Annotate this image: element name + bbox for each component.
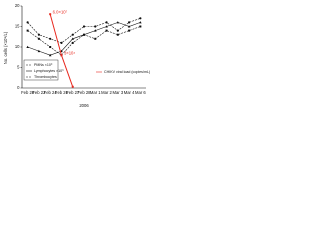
point	[37, 49, 41, 53]
y-axis-label: No. cells (×10⁹/L)	[3, 31, 8, 64]
x-tick-label: Feb 20	[21, 90, 35, 95]
point	[71, 41, 74, 44]
x-note: 2006	[79, 103, 89, 108]
point	[83, 33, 85, 36]
point	[116, 29, 119, 32]
x-tick-label: Feb 24	[44, 90, 58, 95]
point	[127, 21, 131, 24]
point	[71, 85, 74, 88]
point	[116, 21, 120, 24]
x-tick-label: Mar 4	[124, 90, 135, 95]
series-line	[27, 18, 141, 44]
legend-label: Thrombocytes	[34, 75, 57, 79]
point	[48, 53, 52, 57]
point	[49, 37, 52, 40]
point	[37, 37, 40, 40]
point	[49, 13, 52, 16]
point	[139, 25, 142, 28]
point	[116, 33, 119, 36]
x-tick-label: Feb 28	[77, 90, 91, 95]
point	[60, 54, 63, 57]
legend-label: CHIKV viral load (copies/mL)	[104, 70, 150, 74]
series-line	[27, 26, 141, 56]
point	[94, 37, 97, 40]
point	[49, 46, 52, 48]
legend-label: Lymphocytes ×10⁹	[34, 69, 64, 73]
y-tick-label: 20	[15, 3, 20, 8]
point	[60, 41, 63, 45]
point	[26, 29, 29, 32]
annotation: 3×10⁴	[64, 50, 75, 55]
point	[93, 29, 97, 32]
x-tick-label: Feb 27	[66, 90, 80, 95]
point	[37, 33, 41, 36]
point	[82, 25, 86, 28]
point	[105, 21, 108, 24]
x-tick-label: Feb 22	[32, 90, 46, 95]
point	[105, 29, 108, 32]
y-tick-label: 0	[17, 85, 20, 90]
y-tick-label: 5	[17, 65, 20, 70]
point	[128, 29, 131, 32]
point	[26, 21, 29, 24]
x-tick-label: Feb 26	[55, 90, 69, 95]
point	[105, 25, 108, 28]
x-tick-label: Mar 2	[101, 90, 112, 95]
point	[139, 17, 142, 20]
legend-box	[23, 59, 59, 81]
point	[139, 21, 142, 24]
point	[71, 37, 75, 40]
point	[127, 25, 131, 28]
y-tick-label: 10	[15, 44, 20, 49]
x-tick-label: Mar 3	[112, 90, 123, 95]
y-tick-label: 15	[15, 24, 20, 29]
legend-label: PMNs ×10⁹	[34, 63, 53, 67]
point	[71, 33, 74, 36]
point	[26, 45, 29, 48]
x-tick-label: Mar 6	[135, 90, 146, 95]
point	[94, 25, 97, 28]
annotation: 6.0×10⁷	[53, 9, 68, 14]
x-tick-label: Mar 1	[90, 90, 101, 95]
